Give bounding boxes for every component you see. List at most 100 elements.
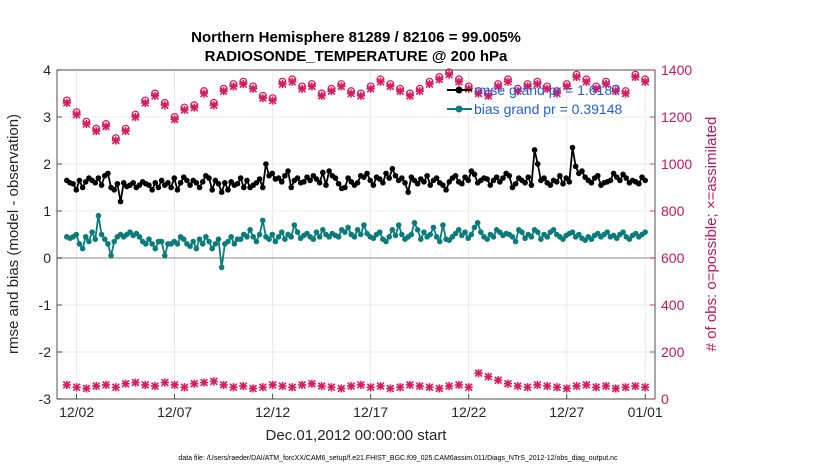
- bias-point: [190, 238, 197, 245]
- legend-rmse-marker: [455, 86, 463, 94]
- obs-assimilated-point: [298, 84, 307, 93]
- bias-point: [95, 212, 102, 219]
- plot-frame: [56, 69, 656, 400]
- rmse-point: [234, 180, 241, 187]
- obs-rejected-point: [601, 381, 611, 391]
- obs-rejected-point: [582, 380, 591, 389]
- bias-point: [228, 234, 234, 240]
- rmse-point: [111, 187, 118, 193]
- bias-point: [468, 231, 475, 238]
- bias-point: [209, 245, 215, 252]
- obs-rejected-point: [298, 380, 307, 389]
- obs-rejected-point: [278, 381, 287, 391]
- obs-rejected-point: [494, 376, 503, 385]
- bias-point: [386, 234, 392, 240]
- rmse-point: [405, 189, 411, 195]
- bias-point: [474, 219, 481, 226]
- bias-point: [193, 245, 200, 252]
- rmse-point: [294, 175, 301, 181]
- bias-point: [519, 229, 525, 235]
- obs-assimilated-point: [592, 84, 601, 93]
- rmse-point: [547, 182, 554, 188]
- obs-assimilated-point: [248, 84, 258, 93]
- obs-rejected-point: [464, 383, 473, 392]
- rmse-point: [152, 180, 159, 186]
- rmse-point: [383, 170, 389, 177]
- rmse-point: [642, 177, 648, 184]
- rmse-point: [282, 172, 288, 179]
- bias-point: [522, 235, 528, 242]
- rmse-point: [471, 171, 478, 178]
- rmse-point: [79, 184, 86, 191]
- obs-rejected-point: [229, 383, 238, 392]
- bias-point: [203, 234, 209, 240]
- obs-assimilated-point: [425, 80, 434, 89]
- rmse-point: [225, 187, 231, 193]
- obs-rejected-point: [621, 383, 630, 392]
- bias-point: [244, 234, 250, 240]
- bias-point: [291, 222, 298, 228]
- series-rmse: [64, 144, 648, 205]
- x-tick-label: 12/07: [157, 404, 192, 420]
- obs-rejected-point: [150, 381, 160, 391]
- bias-point: [383, 238, 389, 245]
- bias-point: [105, 241, 111, 247]
- obs-assimilated-point: [552, 89, 562, 98]
- obs-assimilated-point: [347, 89, 356, 98]
- obs-assimilated-point: [180, 105, 189, 115]
- bias-point: [370, 235, 377, 242]
- obs-assimilated-point: [454, 77, 464, 86]
- chart-title-line1: Northern Hemisphere 81289 / 82106 = 99.0…: [191, 29, 521, 46]
- obs-assimilated-point: [601, 80, 611, 89]
- rmse-point: [389, 165, 396, 172]
- obs-assimilated-point: [258, 94, 267, 103]
- x-tick-label: 01/01: [628, 404, 663, 420]
- obs-rejected-point: [552, 383, 562, 392]
- bias-point: [310, 236, 317, 242]
- rmse-point: [392, 172, 399, 179]
- obs-assimilated-point: [239, 80, 248, 89]
- rmse-point: [222, 180, 228, 186]
- bias-point: [174, 241, 181, 247]
- rmse-point: [370, 182, 377, 188]
- bias-point: [490, 234, 497, 240]
- series-layer: [62, 68, 650, 393]
- legend-bias-marker: [455, 105, 463, 113]
- bias-point: [335, 234, 342, 240]
- obs-rejected-point: [474, 369, 483, 378]
- obs-rejected-point: [258, 383, 267, 392]
- bias-point: [86, 238, 92, 245]
- y2-tick-label: 600: [661, 250, 685, 266]
- rmse-point: [114, 180, 121, 187]
- rmse-point: [500, 175, 506, 181]
- obs-rejected-point: [248, 384, 258, 393]
- obs-assimilated-point: [121, 127, 130, 136]
- bias-point: [206, 238, 212, 245]
- obs-assimilated-point: [621, 89, 630, 98]
- rmse-point: [484, 176, 490, 182]
- rmse-point: [73, 187, 80, 193]
- rmse-point: [209, 187, 215, 193]
- obs-rejected-point: [356, 380, 365, 389]
- rmse-point: [588, 180, 595, 186]
- obs-rejected-point: [199, 378, 209, 387]
- bias-point: [342, 229, 348, 235]
- bias-point: [247, 227, 253, 233]
- obs-assimilated-point: [82, 119, 91, 129]
- rmse-point: [263, 161, 269, 167]
- rmse-point: [196, 184, 203, 191]
- obs-rejected-point: [317, 381, 326, 391]
- bias-point: [534, 229, 541, 235]
- bias-point: [180, 236, 187, 242]
- obs-rejected-point: [425, 383, 434, 392]
- rmse-point: [259, 184, 266, 191]
- rmse-point: [557, 172, 563, 179]
- rmse-point: [171, 175, 178, 181]
- obs-rejected-point: [366, 383, 375, 392]
- bias-point: [417, 236, 424, 242]
- y-tick-label: -2: [39, 344, 52, 360]
- obs-assimilated-point: [562, 82, 571, 91]
- obs-assimilated-point: [464, 84, 473, 93]
- rmse-point: [174, 187, 181, 193]
- rmse-point: [168, 184, 174, 191]
